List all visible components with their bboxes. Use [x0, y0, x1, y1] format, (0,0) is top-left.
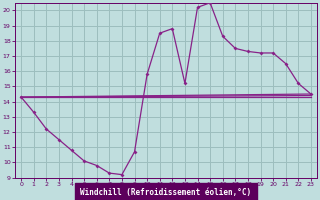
- X-axis label: Windchill (Refroidissement éolien,°C): Windchill (Refroidissement éolien,°C): [80, 188, 252, 197]
